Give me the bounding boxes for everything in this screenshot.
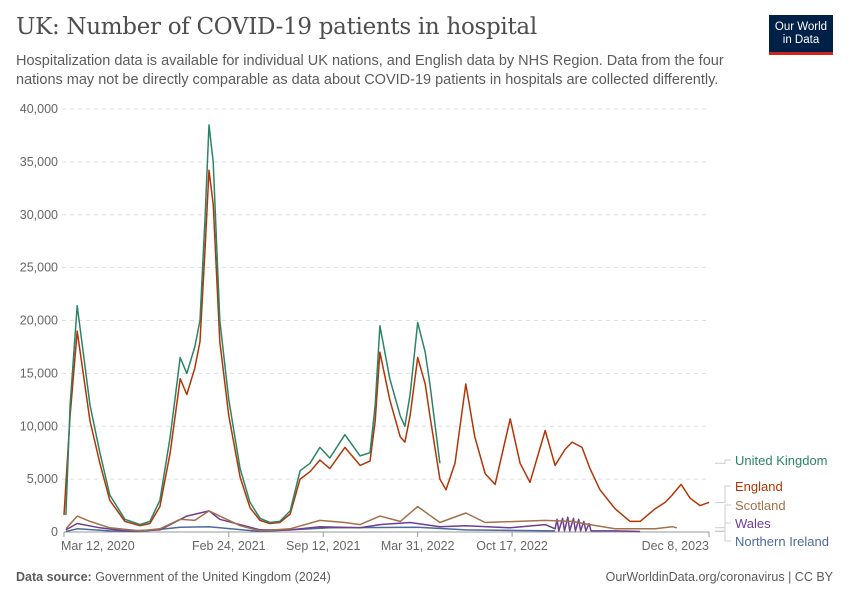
x-tick-label: Mar 12, 2020 — [61, 539, 135, 553]
y-tick-label: 5,000 — [27, 472, 58, 486]
legend-label-northern-ireland: Northern Ireland — [735, 534, 829, 549]
y-tick-label: 40,000 — [20, 102, 58, 116]
series-line-england — [63, 169, 710, 527]
x-tick-label: Dec 8, 2023 — [642, 539, 709, 553]
legend-connector — [715, 485, 731, 503]
y-tick-label: 15,000 — [20, 366, 58, 380]
legend-connector — [715, 530, 731, 542]
y-tick-label: 10,000 — [20, 419, 58, 433]
legend-connector — [715, 504, 731, 529]
series-line-wales — [65, 510, 641, 533]
y-tick-label: 25,000 — [20, 261, 58, 275]
x-tick-label: Oct 17, 2022 — [476, 539, 548, 553]
legend-label-united-kingdom: United Kingdom — [735, 453, 828, 468]
data-source: Data source: Government of the United Ki… — [16, 570, 331, 584]
logo-line-1: Our World — [774, 20, 828, 33]
logo-line-2: in Data — [782, 33, 820, 46]
series-line-scotland — [65, 505, 678, 532]
x-tick-label: Sep 12, 2021 — [286, 539, 360, 553]
x-tick-label: Mar 31, 2022 — [381, 539, 455, 553]
y-tick-label: 35,000 — [20, 155, 58, 169]
y-tick-label: 20,000 — [20, 314, 58, 328]
y-tick-label: 0 — [51, 525, 58, 539]
series-line-northern-ireland — [65, 525, 556, 533]
source-label: Data source: — [16, 570, 92, 584]
legend-label-scotland: Scotland — [735, 498, 786, 513]
x-tick-label: Feb 24, 2021 — [192, 539, 266, 553]
chart-title: UK: Number of COVID-19 patients in hospi… — [16, 14, 537, 40]
footer-link[interactable]: OurWorldinData.org/coronavirus | CC BY — [605, 570, 833, 584]
series-line-united-kingdom — [65, 124, 441, 526]
source-text: Government of the United Kingdom (2024) — [91, 570, 331, 584]
legend-connector — [715, 522, 731, 532]
legend-label-england: England — [735, 479, 783, 494]
owid-logo[interactable]: Our World in Data — [769, 15, 833, 55]
chart-subtitle: Hospitalization data is available for in… — [16, 53, 724, 88]
y-tick-label: 30,000 — [20, 208, 58, 222]
legend-connector — [715, 459, 731, 464]
legend-label-wales: Wales — [735, 516, 771, 531]
